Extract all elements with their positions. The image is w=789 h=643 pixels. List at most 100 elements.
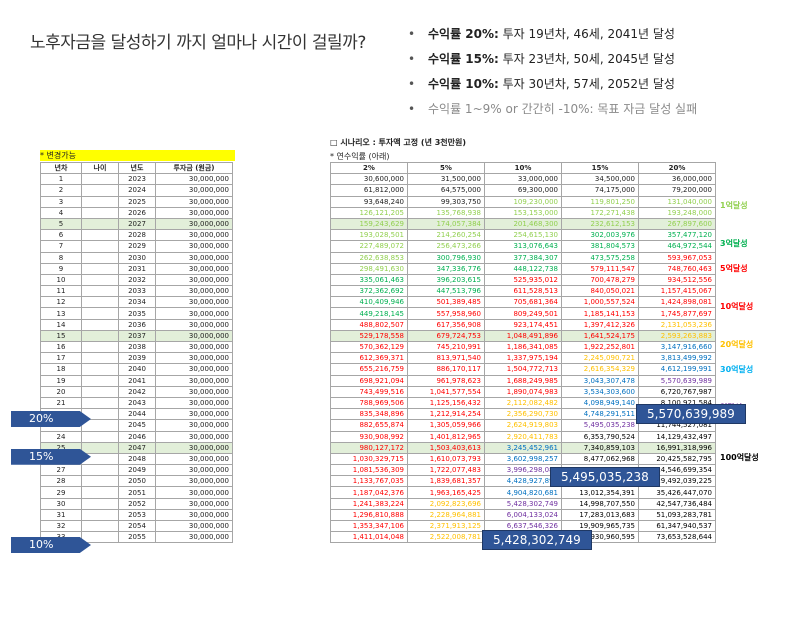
- bullet-rate: 수익률 15%:: [428, 52, 499, 66]
- cell-year: 2023: [118, 173, 156, 186]
- cell-year-index: 29: [40, 486, 82, 499]
- cell-year: 2052: [118, 497, 156, 510]
- table-row: 930,908,992 1,401,812,965 2,920,411,783 6,3…: [330, 430, 716, 443]
- cell-age: [81, 340, 119, 354]
- cell-value: 31,500,000: [407, 173, 485, 186]
- table-row: 570,362,129 745,210,991 1,186,341,085 1,922…: [330, 340, 716, 354]
- cell-value: 1,125,156,432: [407, 396, 485, 410]
- cell-age: [81, 363, 119, 376]
- cell-age: [81, 318, 119, 331]
- table-row: 9 2031 30,000,000: [40, 262, 233, 275]
- cell-value: 1,048,491,896: [484, 329, 562, 343]
- table-row: 335,061,463 396,203,615 525,935,012 700,478…: [330, 273, 716, 287]
- table-row: 655,216,759 886,170,117 1,504,772,713 2,616…: [330, 363, 716, 376]
- cell-year-index: 18: [40, 363, 82, 376]
- cell-value: 570,362,129: [330, 340, 408, 354]
- rate-arrow: 10%: [11, 537, 91, 553]
- cell-value: 410,409,946: [330, 296, 408, 309]
- cell-investment: 30,000,000: [155, 184, 233, 197]
- target-value-callout: 5,428,302,749: [482, 530, 592, 551]
- table-row: 21 2043 30,000,000: [40, 396, 233, 410]
- cell-investment: 30,000,000: [155, 441, 233, 454]
- cell-value: 488,802,507: [330, 318, 408, 331]
- scenario-subtitle: * 연수익률 (아래): [330, 152, 390, 161]
- cell-year: 2030: [118, 251, 156, 264]
- cell-value: 1,503,403,613: [407, 441, 485, 454]
- cell-value: 2,920,411,783: [484, 430, 562, 443]
- cell-age: [81, 475, 119, 488]
- cell-value: 1,353,347,106: [330, 519, 408, 533]
- cell-value: 2,624,919,803: [484, 419, 562, 432]
- cell-investment: 30,000,000: [155, 508, 233, 522]
- cell-year: 2031: [118, 262, 156, 275]
- bullet-text: 투자 30년차, 57세, 2052년 달성: [498, 77, 675, 91]
- cell-age: [81, 173, 119, 186]
- cell-value: 617,356,908: [407, 318, 485, 331]
- cell-investment: 30,000,000: [155, 464, 233, 477]
- summary-bullets: 수익률 20%: 투자 19년차, 46세, 2041년 달성수익률 15%: …: [408, 22, 697, 122]
- cell-value: 1,185,141,153: [561, 307, 639, 320]
- cell-value: 612,369,371: [330, 352, 408, 365]
- cell-value: 2,245,090,721: [561, 352, 639, 365]
- table-row: 93,648,240 99,303,750 109,230,000 119,801,2…: [330, 195, 716, 208]
- cell-year-index: 5: [40, 217, 82, 231]
- cell-value: 153,153,000: [484, 206, 562, 219]
- cell-value: 99,303,750: [407, 195, 485, 208]
- cell-age: [81, 184, 119, 197]
- cell-value: 1,397,412,326: [561, 318, 639, 331]
- table-row: 28 2050 30,000,000: [40, 475, 233, 488]
- header-rate-10: 10%: [484, 161, 562, 175]
- cell-investment: 30,000,000: [155, 408, 233, 421]
- table-row: 11 2033 30,000,000: [40, 285, 233, 298]
- cell-investment: 30,000,000: [155, 385, 233, 398]
- cell-value: 1,424,898,081: [638, 296, 716, 309]
- cell-value: 743,499,516: [330, 385, 408, 398]
- cell-year-index: 3: [40, 195, 82, 208]
- cell-investment: 30,000,000: [155, 329, 233, 343]
- cell-year-index: 12: [40, 296, 82, 309]
- target-value-callout: 5,570,639,989: [636, 404, 746, 425]
- cell-value: 655,216,759: [330, 363, 408, 376]
- cell-investment: 30,000,000: [155, 452, 233, 466]
- cell-value: 473,575,258: [561, 251, 639, 264]
- cell-year: 2055: [118, 531, 156, 544]
- cell-value: 1,641,524,175: [561, 329, 639, 343]
- milestone-label: 3억달성: [720, 239, 748, 249]
- cell-value: 93,648,240: [330, 195, 408, 208]
- cell-value: 2,228,964,881: [407, 508, 485, 522]
- milestone-label: 5억달성: [720, 264, 748, 274]
- table-row: 24 2046 30,000,000: [40, 430, 233, 443]
- summary-bullet: 수익률 1~9% or 간간히 -10%: 목표 자금 달성 실패: [408, 97, 697, 122]
- table-row: 1,296,810,888 2,228,964,881 6,004,133,024 1…: [330, 508, 716, 522]
- cell-value: 1,212,914,254: [407, 408, 485, 421]
- cell-age: [81, 464, 119, 477]
- cell-value: 262,638,853: [330, 251, 408, 264]
- cell-year: 2025: [118, 195, 156, 208]
- cell-value: 7,340,859,103: [561, 441, 639, 454]
- cell-year: 2047: [118, 441, 156, 454]
- cell-value: 705,681,364: [484, 296, 562, 309]
- cell-value: 593,967,053: [638, 251, 716, 264]
- table-row: 882,655,874 1,305,059,966 2,624,919,803 5,4…: [330, 419, 716, 432]
- cell-value: 886,170,117: [407, 363, 485, 376]
- cell-year-index: 10: [40, 273, 82, 287]
- cell-year-index: 19: [40, 374, 82, 387]
- cell-investment: 30,000,000: [155, 340, 233, 354]
- cell-age: [81, 262, 119, 275]
- cell-value: 313,076,643: [484, 240, 562, 253]
- cell-age: [81, 229, 119, 242]
- cell-investment: 30,000,000: [155, 173, 233, 186]
- cell-year: 2038: [118, 340, 156, 354]
- cell-value: 1,610,073,793: [407, 452, 485, 466]
- table-row: 31 2053 30,000,000: [40, 508, 233, 522]
- cell-age: [81, 217, 119, 231]
- cell-year-index: 2: [40, 184, 82, 197]
- cell-value: 745,210,991: [407, 340, 485, 354]
- table-row: 1,081,536,3091,722,077,4833,996,298,0839…: [330, 464, 716, 477]
- cell-value: 126,121,205: [330, 206, 408, 219]
- cell-year: 2035: [118, 307, 156, 320]
- cell-value: 381,804,573: [561, 240, 639, 253]
- cell-value: 1,030,329,715: [330, 452, 408, 466]
- cell-age: [81, 296, 119, 309]
- header-rate-15: 15%: [561, 161, 639, 175]
